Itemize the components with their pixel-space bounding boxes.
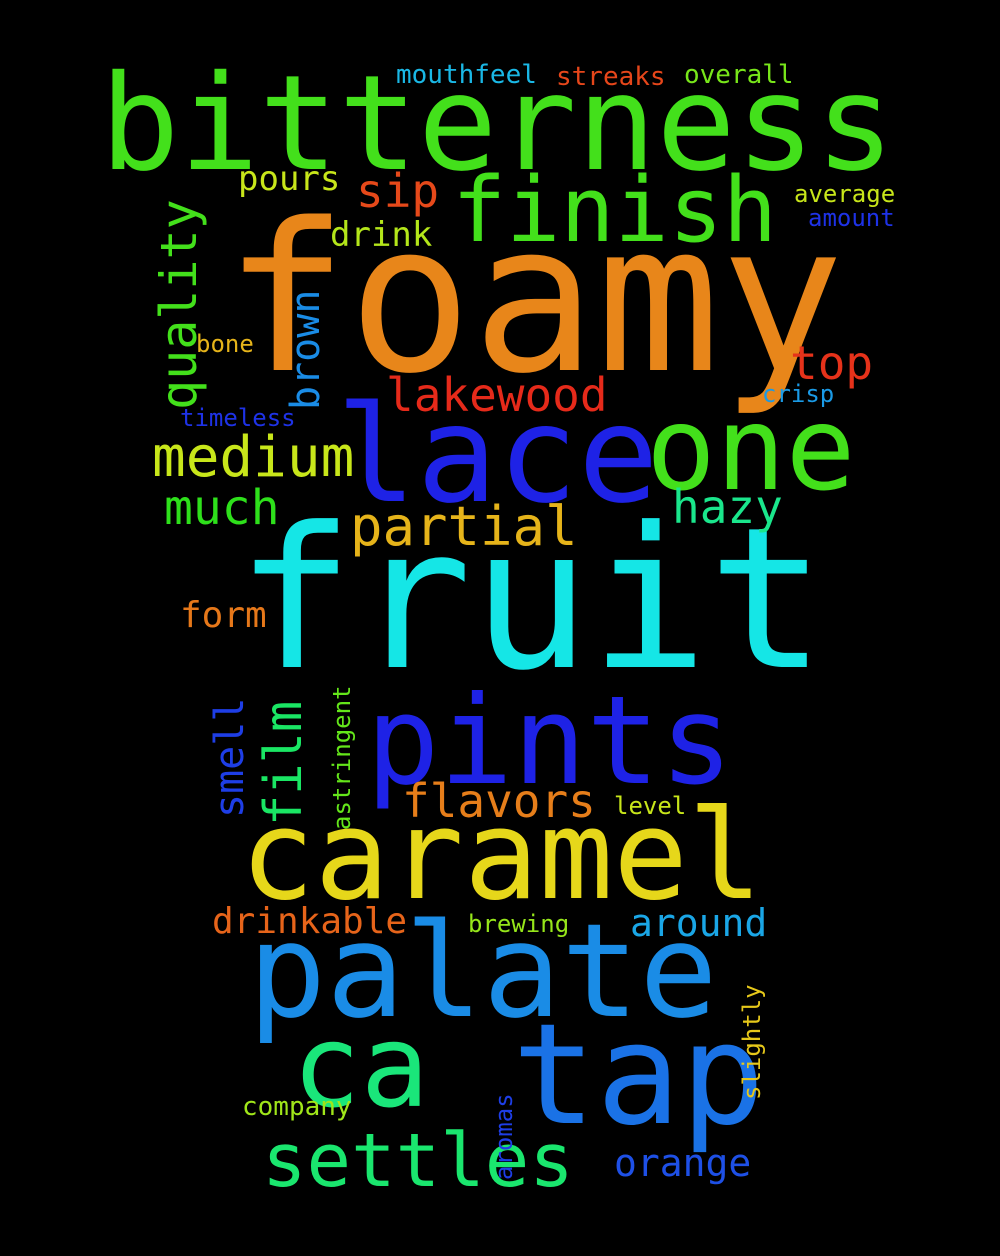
word-pours: pours — [238, 159, 341, 199]
word-foamy: foamy — [224, 179, 845, 419]
word-sip: sip — [356, 164, 440, 218]
word-quality: quality — [150, 199, 208, 410]
word-caramel: caramel — [240, 784, 763, 928]
word-settles: settles — [262, 1118, 574, 1204]
word-level: level — [614, 792, 687, 820]
word-film: film — [254, 700, 314, 826]
word-timeless: timeless — [180, 404, 296, 432]
word-smell: smell — [207, 697, 253, 818]
word-form: form — [180, 595, 267, 636]
word-much: much — [164, 480, 280, 536]
word-bitterness: bitterness — [100, 47, 895, 201]
word-medium: medium — [152, 425, 355, 490]
word-overall: overall — [684, 60, 794, 90]
word-amount: amount — [808, 204, 895, 232]
word-one: one — [646, 382, 856, 517]
word-average: average — [794, 180, 896, 208]
word-ca: ca — [292, 1000, 430, 1133]
word-palate: palate — [248, 895, 718, 1047]
word-drinkable: drinkable — [212, 901, 408, 942]
word-tap: tap — [512, 994, 765, 1157]
word-lakewood: lakewood — [386, 368, 608, 422]
word-finish: finish — [452, 158, 778, 263]
word-flavors: flavors — [402, 774, 596, 828]
word-brewing: brewing — [468, 910, 570, 938]
word-mouthfeel: mouthfeel — [396, 60, 537, 90]
word-hazy: hazy — [672, 480, 783, 534]
word-astringent: astringent — [328, 685, 356, 831]
word-bone: bone — [196, 330, 254, 358]
word-slightly: slightly — [738, 984, 766, 1100]
word-orange: orange — [614, 1141, 752, 1185]
word-company: company — [242, 1092, 352, 1122]
word-fruit: fruit — [236, 486, 827, 714]
word-around: around — [630, 901, 768, 945]
word-drink: drink — [330, 215, 433, 255]
word-aromas: aromas — [490, 1093, 518, 1180]
word-partial: partial — [350, 495, 578, 558]
word-brown: brown — [283, 289, 329, 410]
word-top: top — [790, 336, 874, 390]
word-pints: pints — [366, 670, 734, 812]
word-streaks: streaks — [556, 62, 666, 92]
word-lace: lace — [336, 377, 659, 533]
word-crisp: crisp — [762, 380, 835, 408]
